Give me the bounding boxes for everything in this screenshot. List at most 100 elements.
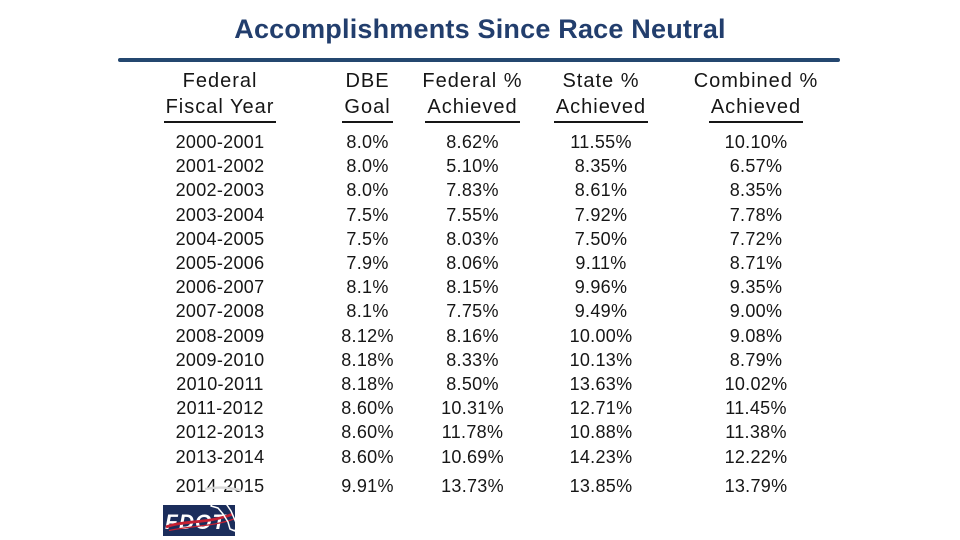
header-line1: DBE xyxy=(345,70,390,92)
cell-combined-achieved: 6.57% xyxy=(729,156,783,177)
cell-state-achieved: 9.49% xyxy=(574,301,628,322)
cell-state-achieved: 11.55% xyxy=(570,132,632,153)
table-row: 2006-2007 8.1% 8.15% 9.96% 9.35% xyxy=(120,275,840,299)
table-row: 2010-2011 8.18% 8.50% 13.63% 10.02% xyxy=(120,372,840,396)
cell-dbe-goal: 7.5% xyxy=(346,228,389,249)
cell-state-achieved: 13.85% xyxy=(569,475,633,496)
fdot-logo: FDOT xyxy=(163,486,242,536)
column-header-state-achieved: State % Achieved xyxy=(530,68,672,130)
cell-state-achieved: 9.96% xyxy=(574,277,628,298)
cell-fiscal-year: 2002-2003 xyxy=(175,180,265,201)
cell-federal-achieved: 8.03% xyxy=(446,228,499,249)
header-line2: Goal xyxy=(342,94,393,123)
cell-combined-achieved: 8.71% xyxy=(729,253,783,274)
cell-state-achieved: 8.35% xyxy=(574,156,628,177)
column-header-federal-achieved: Federal % Achieved xyxy=(415,68,530,130)
table-row: 2011-2012 8.60% 10.31% 12.71% 11.45% xyxy=(120,396,840,420)
cell-dbe-goal: 7.5% xyxy=(346,204,389,225)
header-line2: Achieved xyxy=(425,94,520,123)
cell-dbe-goal: 8.0% xyxy=(346,156,389,177)
cell-fiscal-year: 2013-2014 xyxy=(175,446,265,467)
cell-dbe-goal: 8.60% xyxy=(341,446,394,467)
cell-federal-achieved: 8.33% xyxy=(446,349,499,370)
header-line2: Fiscal Year xyxy=(163,94,277,123)
table-row: 2014-2015 9.91% 13.73% 13.85% 13.79% xyxy=(120,469,840,498)
header-line2: Achieved xyxy=(708,94,804,123)
cell-state-achieved: 7.50% xyxy=(574,228,628,249)
cell-combined-achieved: 11.38% xyxy=(725,422,787,443)
cell-state-achieved: 12.71% xyxy=(569,398,633,419)
cell-combined-achieved: 9.08% xyxy=(729,325,783,346)
cell-state-achieved: 8.61% xyxy=(574,180,628,201)
cell-fiscal-year: 2008-2009 xyxy=(175,325,265,346)
cell-combined-achieved: 13.79% xyxy=(724,475,788,496)
cell-state-achieved: 10.00% xyxy=(569,325,633,346)
cell-combined-achieved: 7.72% xyxy=(729,228,783,249)
cell-federal-achieved: 7.75% xyxy=(446,301,499,322)
cell-dbe-goal: 8.1% xyxy=(346,301,389,322)
cell-dbe-goal: 8.0% xyxy=(346,132,389,153)
cell-fiscal-year: 2010-2011 xyxy=(176,373,264,394)
cell-dbe-goal: 8.60% xyxy=(341,422,394,443)
table-row: 2002-2003 8.0% 7.83% 8.61% 8.35% xyxy=(120,178,840,202)
table-row: 2007-2008 8.1% 7.75% 9.49% 9.00% xyxy=(120,299,840,323)
cell-fiscal-year: 2005-2006 xyxy=(175,253,265,274)
cell-dbe-goal: 7.9% xyxy=(346,253,389,274)
table-row: 2009-2010 8.18% 8.33% 10.13% 8.79% xyxy=(120,348,840,372)
cell-dbe-goal: 8.18% xyxy=(341,373,394,394)
column-header-combined-achieved: Combined % Achieved xyxy=(672,68,840,130)
cell-federal-achieved: 11.78% xyxy=(441,422,504,443)
cell-combined-achieved: 8.79% xyxy=(729,349,783,370)
florida-outline-icon xyxy=(210,495,238,532)
slide-title: Accomplishments Since Race Neutral xyxy=(234,14,726,44)
cell-combined-achieved: 9.35% xyxy=(729,277,783,298)
cell-federal-achieved: 10.31% xyxy=(441,398,504,419)
header-line2: Achieved xyxy=(553,94,649,123)
cell-federal-achieved: 5.10% xyxy=(446,156,499,177)
cell-state-achieved: 14.23% xyxy=(569,446,633,467)
cell-federal-achieved: 8.16% xyxy=(446,325,499,346)
cell-dbe-goal: 9.91% xyxy=(341,475,394,496)
red-swoosh-echo xyxy=(168,518,235,532)
cell-fiscal-year: 2014-2015 xyxy=(175,475,265,496)
cell-dbe-goal: 8.18% xyxy=(341,349,394,370)
cell-fiscal-year: 2011-2012 xyxy=(176,398,264,419)
cell-state-achieved: 10.13% xyxy=(569,349,633,370)
cell-dbe-goal: 8.60% xyxy=(341,398,394,419)
cell-federal-achieved: 8.06% xyxy=(446,253,499,274)
cell-fiscal-year: 2009-2010 xyxy=(175,349,265,370)
cell-federal-achieved: 8.50% xyxy=(446,373,499,394)
table-row: 2000-2001 8.0% 8.62% 11.55% 10.10% xyxy=(120,130,840,154)
header-line1: Federal % xyxy=(422,70,523,92)
column-header-dbe-goal: DBE Goal xyxy=(320,68,415,130)
header-line1: State % xyxy=(562,70,640,92)
cell-federal-achieved: 7.55% xyxy=(446,204,499,225)
cell-combined-achieved: 12.22% xyxy=(724,446,788,467)
table-row: 2012-2013 8.60% 11.78% 10.88% 11.38% xyxy=(120,420,840,444)
cell-fiscal-year: 2003-2004 xyxy=(175,204,265,225)
cell-fiscal-year: 2006-2007 xyxy=(175,277,265,298)
cell-dbe-goal: 8.12% xyxy=(341,325,394,346)
table-row: 2008-2009 8.12% 8.16% 10.00% 9.08% xyxy=(120,324,840,348)
dbe-goals-table: Federal Fiscal Year DBE Goal Federal % A… xyxy=(120,68,840,498)
cell-fiscal-year: 2012-2013 xyxy=(175,422,265,443)
cell-combined-achieved: 11.45% xyxy=(725,398,787,419)
cell-state-achieved: 13.63% xyxy=(569,373,633,394)
cell-dbe-goal: 8.0% xyxy=(346,180,389,201)
header-line1: Combined % xyxy=(693,70,819,92)
gray-arc xyxy=(204,486,242,492)
column-header-fiscal-year: Federal Fiscal Year xyxy=(120,68,320,130)
table-row: 2005-2006 7.9% 8.06% 9.11% 8.71% xyxy=(120,251,840,275)
cell-fiscal-year: 2001-2002 xyxy=(175,156,265,177)
cell-federal-achieved: 13.73% xyxy=(441,475,504,496)
table-row: 2003-2004 7.5% 7.55% 7.92% 7.78% xyxy=(120,203,840,227)
cell-federal-achieved: 10.69% xyxy=(441,446,504,467)
table-body: 2000-2001 8.0% 8.62% 11.55% 10.10% 2001-… xyxy=(120,130,840,498)
cell-fiscal-year: 2000-2001 xyxy=(175,132,265,153)
cell-state-achieved: 9.11% xyxy=(575,253,627,274)
table-header: Federal Fiscal Year DBE Goal Federal % A… xyxy=(120,68,840,130)
cell-fiscal-year: 2007-2008 xyxy=(175,301,265,322)
table-row: 2013-2014 8.60% 10.69% 14.23% 12.22% xyxy=(120,444,840,468)
cell-combined-achieved: 9.00% xyxy=(729,301,783,322)
